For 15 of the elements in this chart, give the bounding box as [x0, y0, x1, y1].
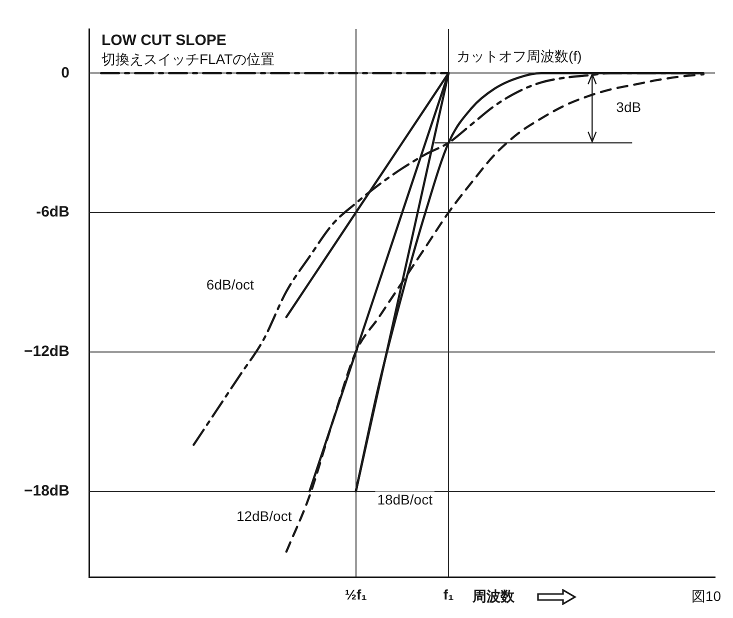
x-axis-title: 周波数 [472, 588, 516, 604]
annotation: カットオフ周波数(f) [456, 48, 582, 64]
chart-title: LOW CUT SLOPE [101, 32, 226, 50]
x-tick-label: f₁ [443, 586, 454, 602]
ref-line-label: 3dB [616, 98, 642, 115]
y-tick-label: -6dB [36, 204, 70, 221]
annotation: 18dB/oct [377, 491, 433, 508]
y-tick-label: 0 [61, 64, 70, 82]
annotation: 12dB/oct [236, 508, 292, 524]
y-tick-label: −18dB [24, 482, 70, 500]
text: 切換えスイッチFLATの位置 [101, 50, 275, 67]
annotation: 6dB/oct [206, 276, 254, 292]
x-tick-label: ½f₁ [344, 586, 368, 602]
y-tick-label: −12dB [24, 343, 70, 360]
caption: 図10 [691, 588, 722, 604]
